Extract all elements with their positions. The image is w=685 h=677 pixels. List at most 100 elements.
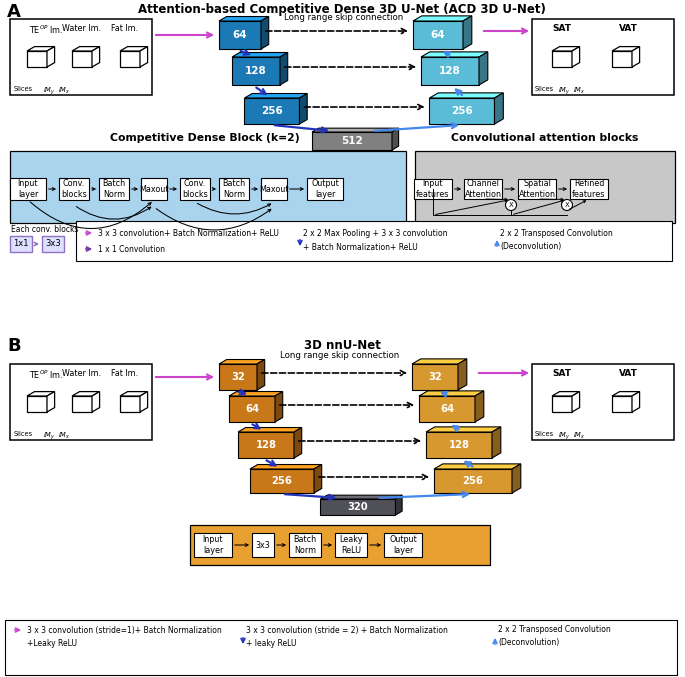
Text: A: A [7,3,21,21]
Text: 512: 512 [341,136,363,146]
Text: Slices: Slices [14,431,33,437]
FancyBboxPatch shape [464,179,502,199]
Text: + Batch Normalization+ ReLU: + Batch Normalization+ ReLU [303,242,418,251]
Text: Attention-based Competitive Dense 3D U-Net (ACD 3D U-Net): Attention-based Competitive Dense 3D U-N… [138,3,546,16]
Text: Input
layer: Input layer [203,536,223,554]
Text: Slices: Slices [535,86,554,92]
Text: Slices: Slices [535,431,554,437]
Polygon shape [429,93,503,98]
Polygon shape [92,47,99,67]
Text: Fat Im.: Fat Im. [111,24,138,33]
Text: 64: 64 [440,404,454,414]
Polygon shape [475,391,484,422]
Text: $IM_y$: $IM_y$ [43,431,55,443]
Polygon shape [612,396,632,412]
Text: (Deconvolution): (Deconvolution) [500,242,561,251]
Text: Batch
Norm: Batch Norm [223,179,245,199]
Polygon shape [27,391,55,396]
FancyBboxPatch shape [307,178,343,200]
FancyBboxPatch shape [10,236,32,252]
Text: +Leaky ReLU: +Leaky ReLU [27,638,77,647]
Text: 1x1: 1x1 [13,240,29,248]
Polygon shape [72,51,92,67]
FancyBboxPatch shape [570,179,608,199]
Text: $IM_x$: $IM_x$ [573,431,586,441]
Text: 128: 128 [245,66,267,76]
Text: VAT: VAT [619,24,638,33]
Text: $IM_y$: $IM_y$ [558,86,571,97]
Polygon shape [245,98,299,124]
Polygon shape [612,47,640,51]
FancyBboxPatch shape [10,19,152,95]
Text: TE$^{OP}$ Im.: TE$^{OP}$ Im. [29,369,63,381]
Polygon shape [219,359,264,364]
FancyBboxPatch shape [141,178,167,200]
Polygon shape [429,98,495,124]
Polygon shape [512,464,521,493]
Polygon shape [120,47,147,51]
Polygon shape [321,495,402,499]
Text: X: X [509,202,513,208]
Polygon shape [314,464,322,493]
Polygon shape [229,391,283,396]
Polygon shape [294,427,301,458]
Text: Output
layer: Output layer [311,179,339,199]
Polygon shape [552,51,572,67]
Polygon shape [261,16,269,49]
Polygon shape [612,391,640,396]
Polygon shape [413,21,463,49]
Polygon shape [426,432,492,458]
Polygon shape [140,391,147,412]
Polygon shape [458,359,466,390]
FancyBboxPatch shape [10,151,406,223]
Text: Refined
features: Refined features [572,179,606,199]
Polygon shape [552,391,580,396]
Text: + leaky ReLU: + leaky ReLU [246,638,297,647]
Polygon shape [419,396,475,422]
Text: 3x3: 3x3 [256,540,271,550]
Text: Maxout: Maxout [139,185,169,194]
Polygon shape [299,93,307,124]
Text: 3 x 3 convolution (stride = 2) + Batch Normalization: 3 x 3 convolution (stride = 2) + Batch N… [246,626,448,634]
Text: 3 x 3 convolution (stride=1)+ Batch Normalization: 3 x 3 convolution (stride=1)+ Batch Norm… [27,626,222,634]
Polygon shape [250,464,322,469]
Polygon shape [572,391,580,412]
Text: (Deconvolution): (Deconvolution) [498,638,559,647]
Text: 64: 64 [431,30,445,40]
FancyBboxPatch shape [59,178,89,200]
Text: 128: 128 [449,440,469,450]
Text: SAT: SAT [553,24,571,33]
Text: VAT: VAT [619,369,638,378]
Text: B: B [7,337,21,355]
Polygon shape [120,51,140,67]
FancyBboxPatch shape [5,620,677,675]
Polygon shape [419,391,484,396]
Text: Competitive Dense Block (k=2): Competitive Dense Block (k=2) [110,133,300,143]
Text: Maxout: Maxout [259,185,289,194]
FancyBboxPatch shape [194,533,232,557]
Polygon shape [321,499,395,515]
Text: 32: 32 [231,372,245,382]
Polygon shape [219,16,269,21]
Polygon shape [219,21,261,49]
Text: 1 x 1 Convolution: 1 x 1 Convolution [98,244,165,253]
Text: Water Im.: Water Im. [62,369,101,378]
Text: $IM_x$: $IM_x$ [573,86,586,96]
FancyBboxPatch shape [252,533,274,557]
FancyBboxPatch shape [10,178,46,200]
Polygon shape [392,128,399,150]
FancyBboxPatch shape [10,364,152,440]
Polygon shape [312,128,399,132]
FancyBboxPatch shape [99,178,129,200]
Text: Output
layer: Output layer [389,536,417,554]
Text: 256: 256 [462,476,484,486]
Text: Long range skip connection: Long range skip connection [280,351,399,359]
Polygon shape [426,427,501,432]
Polygon shape [229,396,275,422]
Text: $IM_x$: $IM_x$ [58,431,71,441]
Polygon shape [27,51,47,67]
Polygon shape [572,47,580,67]
Polygon shape [552,47,580,51]
FancyBboxPatch shape [219,178,249,200]
Polygon shape [219,364,257,390]
